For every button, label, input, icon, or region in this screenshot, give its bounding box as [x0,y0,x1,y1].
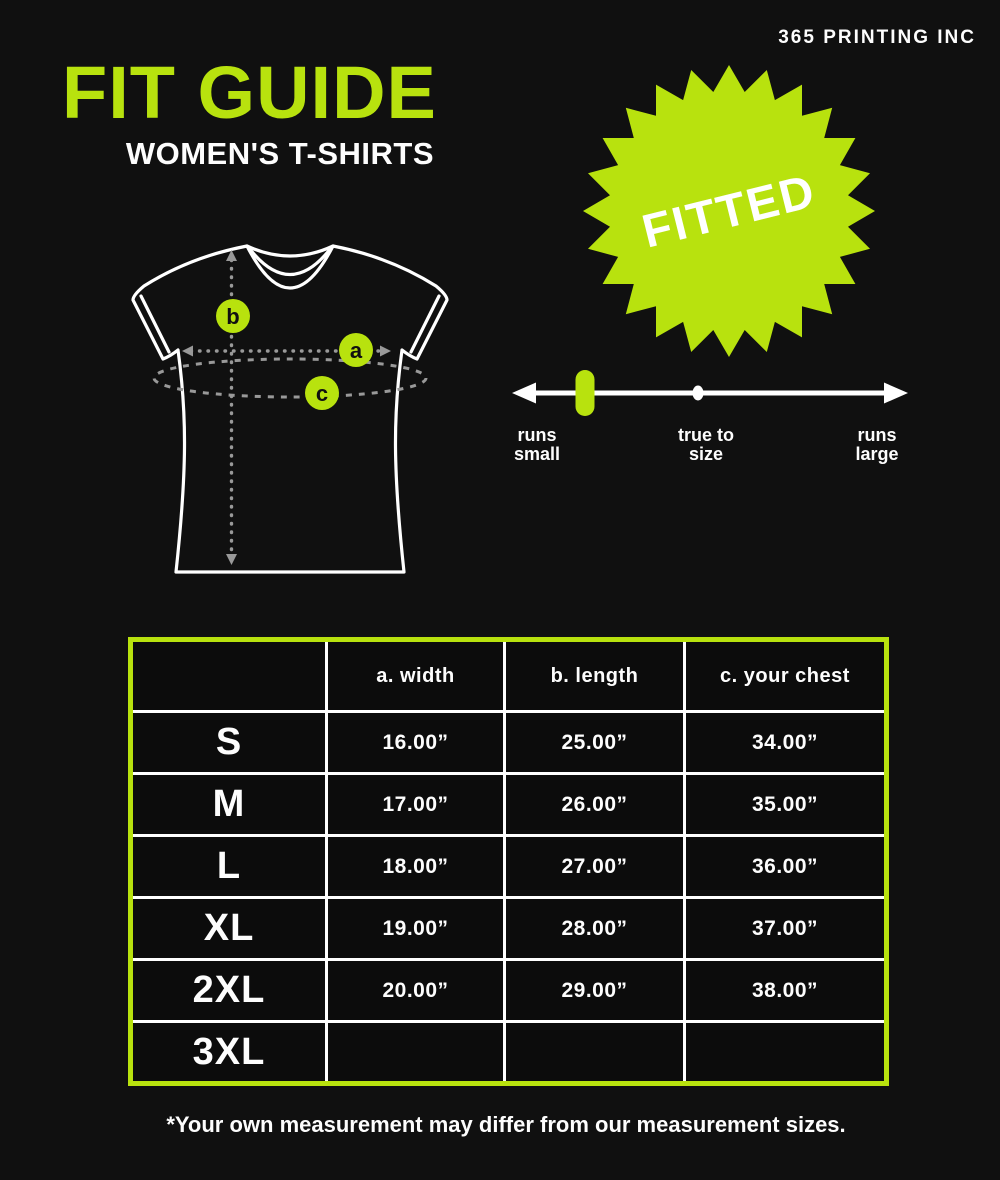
chest-value: 35.00” [683,772,888,837]
header-length: b. length [503,638,686,713]
table-row-l: L 18.00” 27.00” 36.00” [129,834,888,899]
size-label: 3XL [129,1020,328,1085]
measurement-lines [152,258,428,557]
marker-a-label: a [350,338,363,363]
size-label: L [129,834,328,899]
measure-arrowheads [182,250,391,565]
size-label: 2XL [129,958,328,1023]
length-value: 27.00” [503,834,686,899]
scale-marker [575,370,595,416]
marker-c-label: c [316,381,328,406]
marker-b-circle [216,299,250,333]
starburst-icon [583,65,875,357]
tshirt-icon [131,244,449,574]
chest-value: 37.00” [683,896,888,961]
fitted-badge: FITTED [583,65,875,357]
size-label: XL [129,896,328,961]
length-value: 26.00” [503,772,686,837]
width-value: 17.00” [325,772,506,837]
scale-label-runs-small: runs small [513,425,561,465]
scale-center-dot [692,385,704,401]
marker-a-circle [339,333,373,367]
length-value: 25.00” [503,710,686,775]
size-label: S [129,710,328,775]
size-label: M [129,772,328,837]
header-width: a. width [325,638,506,713]
scale-arrow-icon [512,370,908,416]
chest-value [683,1020,888,1085]
length-value: 29.00” [503,958,686,1023]
size-table: a. width b. length c. your chest S 16.00… [128,637,889,1086]
width-value [325,1020,506,1085]
table-row-s: S 16.00” 25.00” 34.00” [129,710,888,775]
header-chest: c. your chest [683,638,888,713]
table-row-2xl: 2XL 20.00” 29.00” 38.00” [129,958,888,1023]
chest-measure-ellipse [152,357,428,399]
chest-value: 38.00” [683,958,888,1023]
width-value: 19.00” [325,896,506,961]
page-subtitle: WOMEN'S T-SHIRTS [125,136,434,171]
marker-c-circle [305,376,339,410]
scale-label-true-to-size: true to size [678,425,734,465]
brand-text: 365 PRINTING INC [778,27,976,48]
scale-label-runs-large: runs large [855,425,899,465]
width-value: 20.00” [325,958,506,1023]
length-value: 28.00” [503,896,686,961]
page-title: FIT GUIDE [62,51,437,134]
marker-b-label: b [226,304,239,329]
tshirt-diagram: b a c [131,244,449,574]
fit-scale: runs small true to size runs large [480,346,940,486]
header-empty [129,638,328,713]
length-value [503,1020,686,1085]
chest-value: 34.00” [683,710,888,775]
table-row-xl: XL 19.00” 28.00” 37.00” [129,896,888,961]
table-header-row: a. width b. length c. your chest [129,638,888,713]
table-row-3xl: 3XL [129,1020,888,1085]
footnote: *Your own measurement may differ from ou… [166,1112,846,1137]
table-row-m: M 17.00” 26.00” 35.00” [129,772,888,837]
width-value: 18.00” [325,834,506,899]
width-value: 16.00” [325,710,506,775]
chest-value: 36.00” [683,834,888,899]
